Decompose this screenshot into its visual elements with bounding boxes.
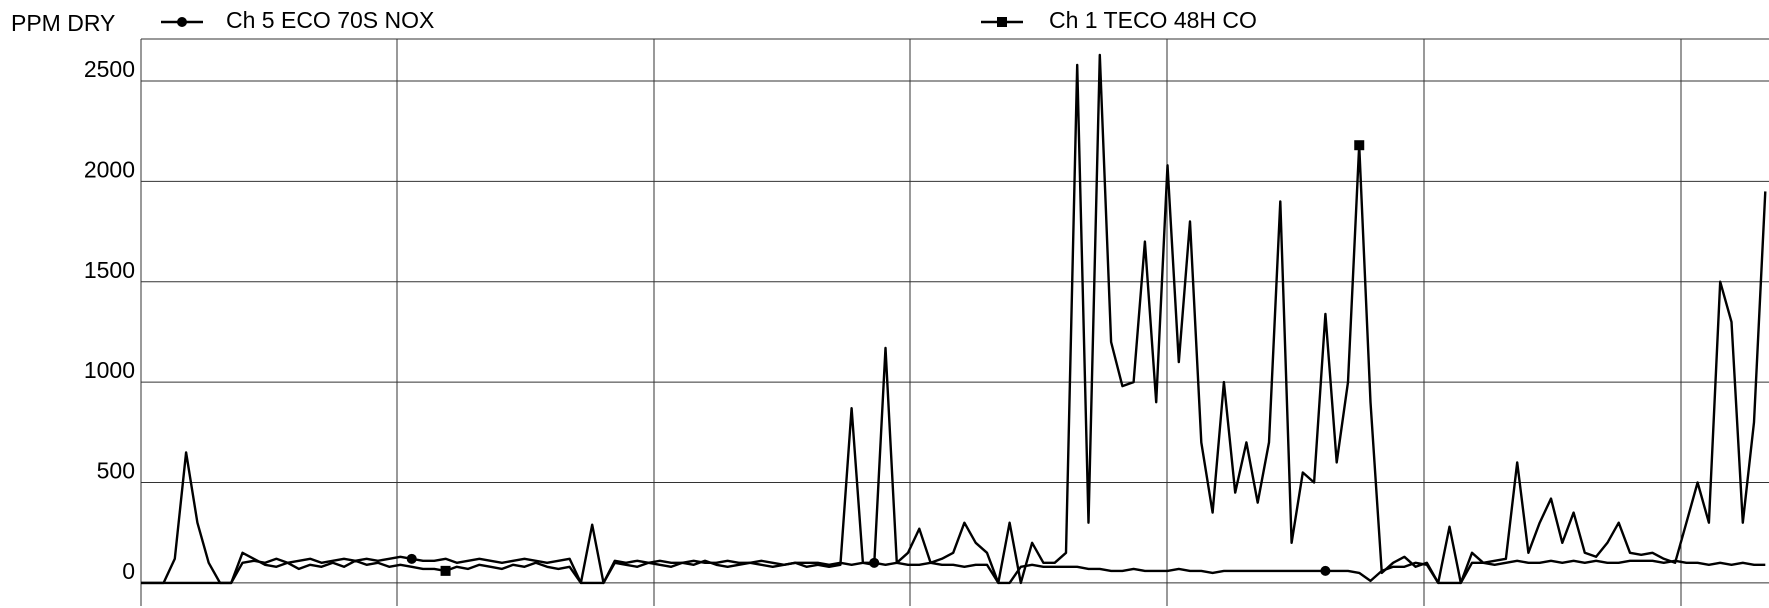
marker bbox=[406, 553, 417, 564]
marker bbox=[440, 565, 451, 576]
marker bbox=[177, 17, 187, 27]
legend-label: Ch 1 TECO 48H CO bbox=[1049, 7, 1257, 33]
legend-label: Ch 5 ECO 70S NOX bbox=[226, 7, 434, 33]
y-tick-label: 2000 bbox=[84, 156, 135, 182]
series-line bbox=[141, 53, 1767, 585]
y-axis-label: PPM DRY bbox=[11, 10, 115, 36]
y-tick-label: 1500 bbox=[84, 257, 135, 283]
marker bbox=[1354, 140, 1365, 151]
y-tick-label: 1000 bbox=[84, 357, 135, 383]
y-tick-label: 2500 bbox=[84, 56, 135, 82]
y-tick-label: 500 bbox=[97, 458, 135, 484]
series-line bbox=[141, 555, 1766, 585]
marker bbox=[1320, 565, 1331, 576]
marker bbox=[997, 17, 1007, 27]
y-tick-label: 0 bbox=[122, 558, 135, 584]
